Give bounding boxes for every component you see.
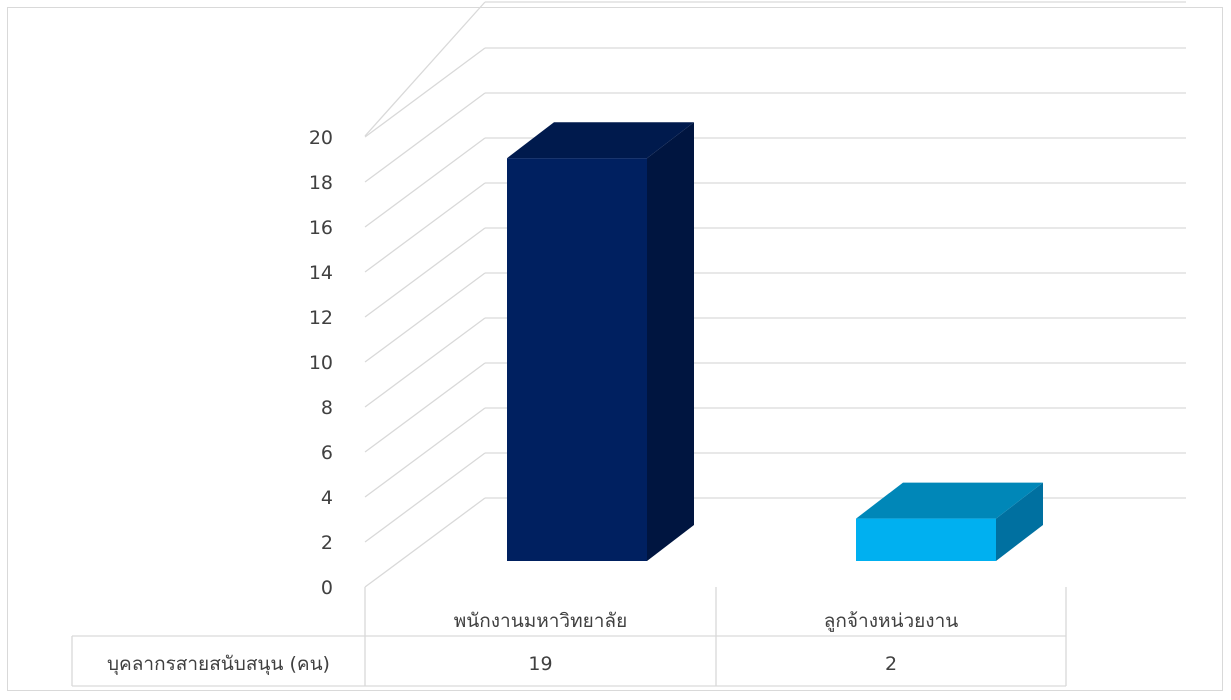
bar-top	[507, 122, 694, 159]
gridline-diagonal	[364, 47, 486, 138]
gridline-diagonal	[364, 362, 486, 453]
gridline-diagonal	[364, 407, 486, 498]
category-label: ลูกจ้างหน่วยงาน	[824, 610, 958, 632]
y-tick-label: 20	[309, 127, 333, 149]
y-tick-label: 4	[321, 487, 333, 509]
data-value-label: 19	[528, 653, 552, 675]
bar-front	[507, 158, 647, 561]
gridlines	[364, 1, 1186, 588]
y-tick-label: 10	[309, 352, 333, 374]
bar-top	[856, 482, 1043, 519]
gridline-diagonal	[364, 182, 486, 273]
gridline-diagonal	[364, 92, 486, 183]
bar-side	[996, 482, 1043, 561]
bar-front	[856, 518, 996, 561]
y-axis-ticks: 0 2 4 6 8 10 12 14 16 18 20	[309, 127, 333, 599]
y-tick-label: 8	[321, 397, 333, 419]
y-tick-label: 18	[309, 172, 333, 194]
bar-2	[856, 482, 1043, 561]
gridline-diagonal	[364, 317, 486, 408]
y-tick-label: 0	[321, 577, 333, 599]
bars	[507, 122, 1043, 561]
y-tick-label: 14	[309, 262, 333, 284]
gridline-diagonal	[364, 497, 486, 588]
y-tick-label: 16	[309, 217, 333, 239]
y-tick-label: 2	[321, 532, 333, 554]
gridline-diagonal	[364, 1, 486, 137]
data-value-label: 2	[885, 653, 897, 675]
gridline-diagonal	[364, 137, 486, 228]
series-name-label: บุคลากรสายสนับสนุน (คน)	[107, 653, 330, 676]
gridline-diagonal	[364, 272, 486, 363]
y-tick-label: 12	[309, 307, 333, 329]
y-tick-label: 6	[321, 442, 333, 464]
bar-1	[507, 122, 694, 561]
bar-side	[647, 122, 694, 561]
gridline-diagonal	[364, 227, 486, 318]
data-table: พนักงานมหาวิทยาลัย ลูกจ้างหน่วยงานบุคลากร…	[71, 587, 1067, 687]
gridline-diagonal	[364, 452, 486, 543]
category-label: พนักงานมหาวิทยาลัย	[454, 610, 627, 632]
